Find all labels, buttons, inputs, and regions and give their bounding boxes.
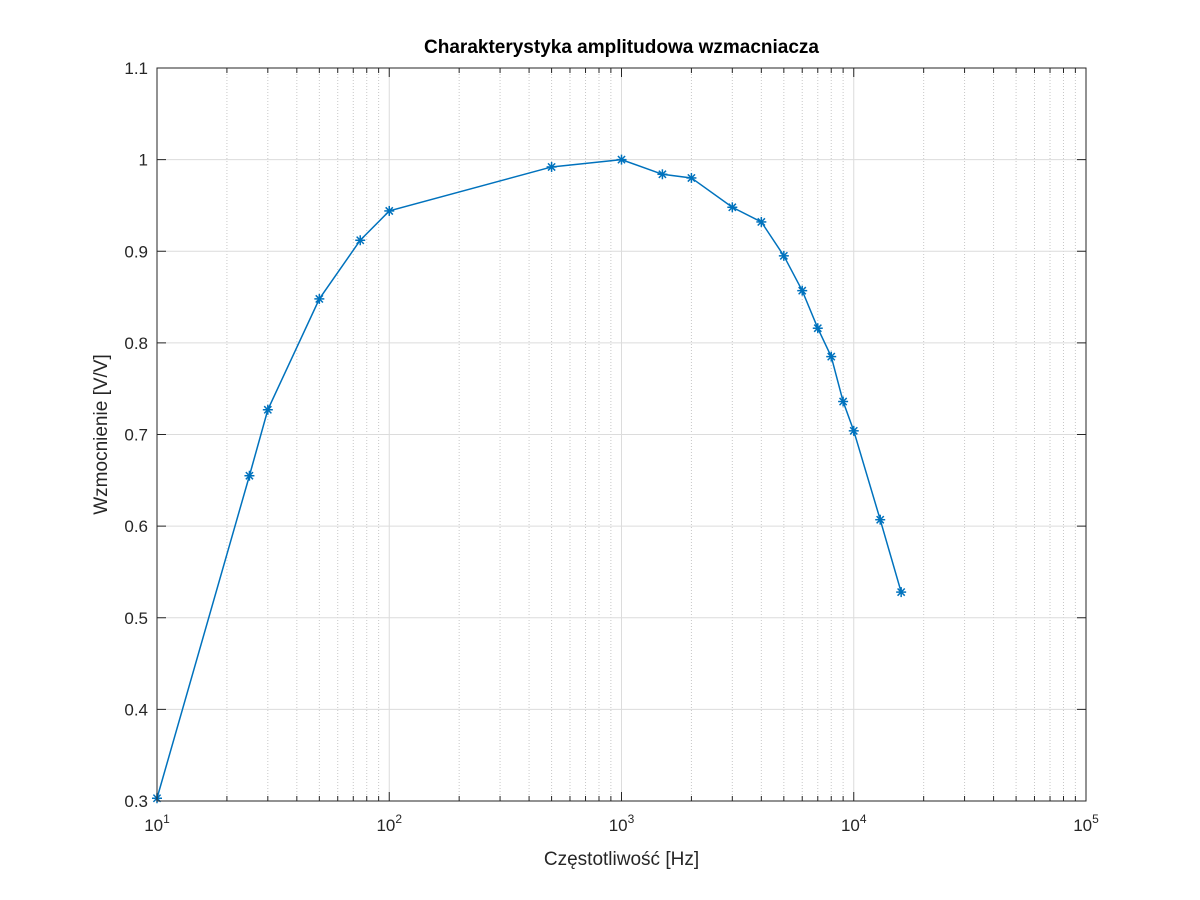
y-tick-label: 0.6 [124, 517, 148, 536]
y-tick-label: 0.9 [124, 242, 148, 261]
x-tick-label: 103 [609, 812, 635, 835]
marker-stroke [813, 324, 822, 333]
data-point-marker [848, 425, 859, 436]
marker-stroke [617, 155, 626, 164]
data-series [152, 154, 907, 804]
y-tick-label: 0.8 [124, 334, 148, 353]
x-tick-label: 102 [376, 812, 402, 835]
data-point-marker [546, 161, 557, 172]
marker-stroke [827, 352, 836, 361]
marker-stroke [798, 286, 807, 295]
marker-stroke [849, 426, 858, 435]
y-tick-label: 0.7 [124, 426, 148, 445]
marker-stroke [263, 405, 272, 414]
data-point-marker [616, 154, 627, 165]
plot-frame [156, 67, 1087, 802]
y-tick-label: 1 [139, 151, 148, 170]
marker-stroke [728, 203, 737, 212]
data-point-marker [244, 470, 255, 481]
data-point-marker [778, 250, 789, 261]
data-point-marker [262, 404, 273, 415]
x-tick-label: 104 [841, 812, 867, 835]
data-point-marker [812, 323, 823, 334]
marker-stroke [876, 515, 885, 524]
y-tick-label: 0.3 [124, 792, 148, 811]
marker-stroke [757, 217, 766, 227]
marker-stroke [687, 173, 696, 183]
data-point-marker [657, 169, 668, 180]
marker-stroke [658, 170, 667, 179]
data-point-marker [838, 396, 849, 407]
y-tick-label: 1.1 [124, 59, 148, 78]
y-tick-label: 0.4 [124, 700, 148, 719]
data-point-marker [797, 285, 808, 296]
data-point-marker [686, 172, 697, 183]
x-tick-labels: 101 102 103 104 105 [144, 812, 1099, 835]
marker-stroke [547, 162, 556, 172]
data-point-marker [875, 514, 886, 525]
data-point-marker [384, 205, 395, 216]
chart-title: Charakterystyka amplitudowa wzmacniacza [424, 37, 819, 58]
data-point-marker [826, 351, 837, 362]
marker-stroke [838, 397, 848, 406]
data-point-marker [896, 587, 907, 598]
data-point-marker [756, 216, 767, 227]
marker-stroke [245, 471, 254, 480]
marker-stroke [897, 587, 906, 597]
x-tick-label: 101 [144, 812, 170, 835]
marker-stroke [385, 206, 394, 216]
y-tick-label: 0.5 [124, 609, 148, 628]
x-tick-label: 105 [1073, 812, 1099, 835]
marker-stroke [356, 236, 365, 245]
series-line [156, 158, 902, 799]
y-tick-labels: 0.3 0.4 0.5 0.6 0.7 0.8 0.9 1 1.1 [124, 59, 148, 811]
x-axis-label: Częstotliwość [Hz] [544, 849, 699, 870]
data-point-marker [727, 202, 738, 213]
marker-stroke [779, 251, 788, 260]
data-point-marker [355, 235, 366, 246]
data-point-marker [314, 293, 325, 304]
marker-stroke [315, 294, 324, 304]
y-axis-label: Wzmocnienie [V/V] [91, 354, 112, 515]
